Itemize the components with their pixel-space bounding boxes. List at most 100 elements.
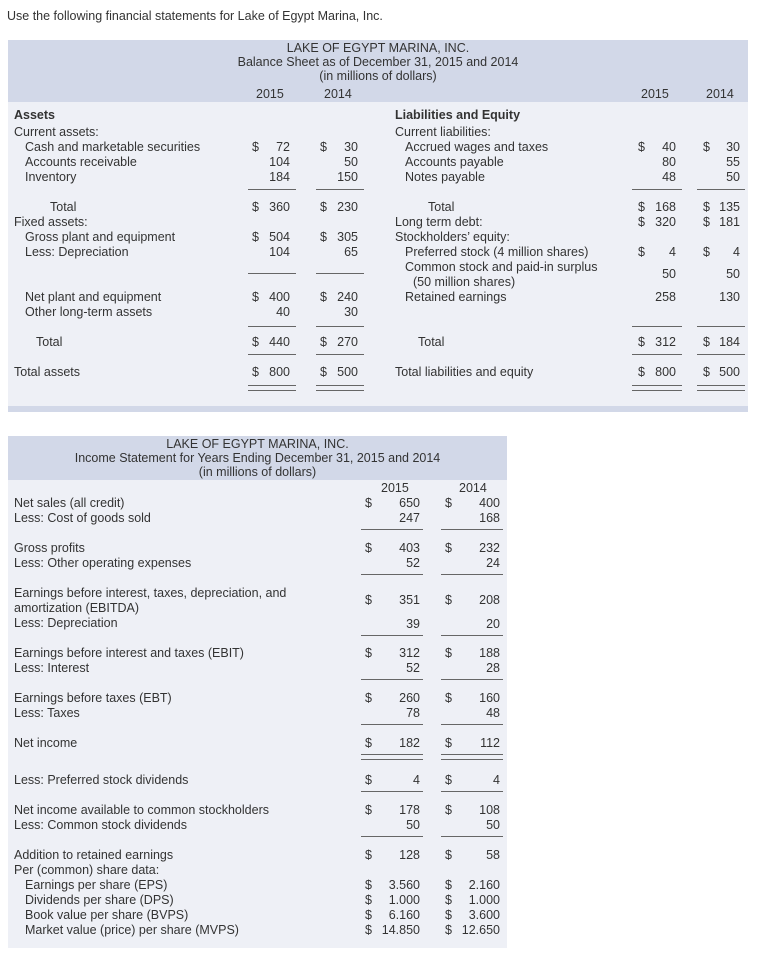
nicommon-2015: 178 (399, 803, 420, 817)
prefdiv-2014: 4 (493, 773, 500, 787)
dollar-sign: $ (445, 803, 452, 817)
dollar-sign: $ (252, 200, 259, 214)
tfa-2015: 440 (269, 335, 290, 349)
prefdiv-2015: 4 (413, 773, 420, 787)
other-2014: 30 (344, 305, 358, 319)
ebit-2014: 188 (479, 646, 500, 660)
ltd-2015: 320 (655, 215, 676, 229)
dollar-sign: $ (252, 335, 259, 349)
accrued-2015: 40 (662, 140, 676, 154)
total-fixed-label: Total (36, 335, 63, 349)
ebit-label: Earnings before interest and taxes (EBIT… (14, 646, 244, 660)
ar-label: Accounts receivable (25, 155, 137, 169)
rule (361, 724, 423, 725)
double-rule (697, 385, 745, 391)
rule (441, 836, 503, 837)
np-2014: 50 (726, 170, 740, 184)
tca-2015: 360 (269, 200, 290, 214)
pref-2015: 4 (669, 245, 676, 259)
dollar-sign: $ (445, 848, 452, 862)
commondiv-label: Less: Common stock dividends (14, 818, 187, 832)
dollar-sign: $ (703, 140, 710, 154)
rule (632, 189, 682, 190)
commondiv-2015: 50 (406, 818, 420, 832)
dollar-sign: $ (365, 646, 372, 660)
dollar-sign: $ (365, 923, 372, 937)
dollar-sign: $ (320, 335, 327, 349)
pref-2014: 4 (733, 245, 740, 259)
sales-2015: 650 (399, 496, 420, 510)
balance-sheet-header (8, 40, 748, 102)
bs-year-2015-assets: 2015 (256, 87, 284, 101)
rule (316, 273, 364, 274)
dollar-sign: $ (252, 365, 259, 379)
gross-2014: 305 (337, 230, 358, 244)
dollar-sign: $ (365, 908, 372, 922)
rule (632, 326, 682, 327)
rule (441, 679, 503, 680)
commondiv-2014: 50 (486, 818, 500, 832)
interest-label: Less: Interest (14, 661, 90, 675)
dollar-sign: $ (365, 803, 372, 817)
dollar-sign: $ (320, 230, 327, 244)
balance-sheet-footer (8, 406, 748, 412)
dollar-sign: $ (365, 691, 372, 705)
dollar-sign: $ (445, 593, 452, 607)
dollar-sign: $ (638, 215, 645, 229)
addre-2014: 58 (486, 848, 500, 862)
eps-2014: 2.160 (468, 878, 500, 892)
tfa-2014: 270 (337, 335, 358, 349)
nicommon-2014: 108 (479, 803, 500, 817)
nicommon-label: Net income available to common stockhold… (14, 803, 269, 817)
ebitda-label: Earnings before interest, taxes, depreci… (14, 586, 287, 600)
gp-label: Gross profits (14, 541, 85, 555)
ebt-label: Earnings before taxes (EBT) (14, 691, 172, 705)
dollar-sign: $ (703, 245, 710, 259)
bvps-2015: 6.160 (388, 908, 420, 922)
dep-label: Less: Depreciation (14, 616, 118, 630)
np-2015: 48 (662, 170, 676, 184)
dollar-sign: $ (703, 365, 710, 379)
addre-2015: 128 (399, 848, 420, 862)
ta-2015: 800 (269, 365, 290, 379)
sales-label: Net sales (all credit) (14, 496, 125, 510)
total-se-label: Total (418, 335, 445, 349)
dps-label: Dividends per share (DPS) (25, 893, 174, 907)
rule (441, 635, 503, 636)
dollar-sign: $ (365, 893, 372, 907)
dollar-sign: $ (252, 230, 259, 244)
current-liab-label: Current liabilities: (395, 125, 491, 139)
double-rule (248, 385, 296, 391)
current-assets-label: Current assets: (14, 125, 99, 139)
mvps-2015: 14.850 (381, 923, 420, 937)
intro-text: Use the following financial statements f… (7, 9, 383, 23)
fixed-assets-label: Fixed assets: (14, 215, 88, 229)
inventory-label: Inventory (25, 170, 77, 184)
cogs-2015: 247 (399, 511, 420, 525)
prefdiv-label: Less: Preferred stock dividends (14, 773, 189, 787)
opex-label: Less: Other operating expenses (14, 556, 192, 570)
dollar-sign: $ (365, 848, 372, 862)
tca-2014: 230 (337, 200, 358, 214)
gross-plant-label: Gross plant and equipment (25, 230, 176, 244)
dollar-sign: $ (320, 290, 327, 304)
dollar-sign: $ (638, 365, 645, 379)
bs-year-2014-assets: 2014 (324, 87, 352, 101)
net-plant-label: Net plant and equipment (25, 290, 162, 304)
mvps-label: Market value (price) per share (MVPS) (25, 923, 239, 937)
is-title-statement: Income Statement for Years Ending Decemb… (74, 451, 441, 465)
dps-2014: 1.000 (468, 893, 500, 907)
taxes-label: Less: Taxes (14, 706, 80, 720)
dollar-sign: $ (320, 140, 327, 154)
ebt-2015: 260 (399, 691, 420, 705)
ap-label: Accounts payable (405, 155, 504, 169)
dollar-sign: $ (445, 496, 452, 510)
bvps-label: Book value per share (BVPS) (25, 908, 189, 922)
rule (361, 529, 423, 530)
rule (248, 189, 296, 190)
eps-label: Earnings per share (EPS) (25, 878, 168, 892)
double-rule (361, 754, 423, 760)
dep-2015: 39 (406, 617, 420, 631)
rule (248, 326, 296, 327)
dollar-sign: $ (445, 646, 452, 660)
